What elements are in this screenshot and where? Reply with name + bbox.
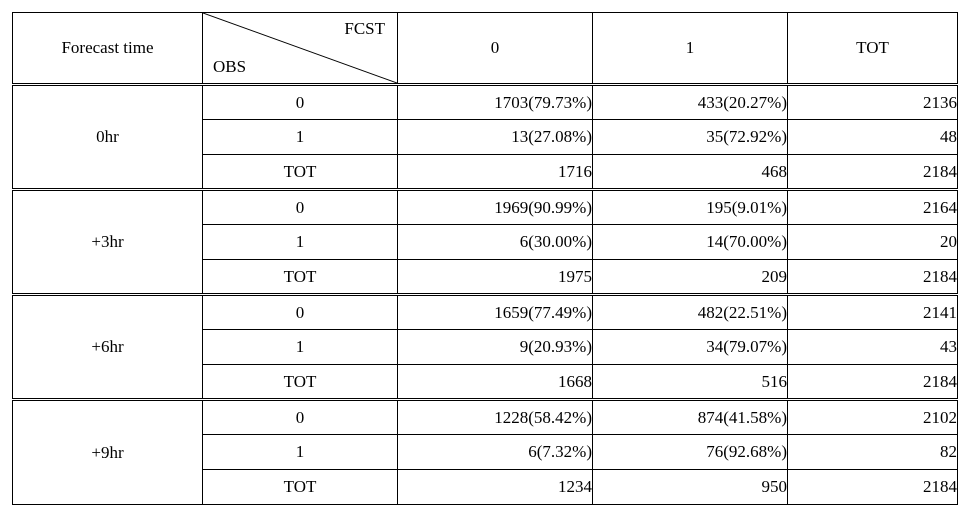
obs-cell: 0 [203,85,398,120]
val-0: 13(27.08%) [398,120,593,155]
val-tot: 2184 [788,365,958,400]
val-tot: 82 [788,435,958,470]
val-1: 516 [593,365,788,400]
val-tot: 2141 [788,295,958,330]
val-0: 1969(90.99%) [398,190,593,225]
obs-cell: 1 [203,120,398,155]
val-1: 468 [593,155,788,190]
val-tot: 48 [788,120,958,155]
table-body: 0hr 0 1703(79.73%) 433(20.27%) 2136 1 13… [13,85,958,505]
val-1: 433(20.27%) [593,85,788,120]
col-obs-fcst: FCST OBS [203,13,398,85]
val-1: 950 [593,470,788,505]
val-0: 1975 [398,260,593,295]
val-0: 6(7.32%) [398,435,593,470]
val-1: 874(41.58%) [593,400,788,435]
val-1: 76(92.68%) [593,435,788,470]
obs-cell: TOT [203,260,398,295]
obs-cell: 0 [203,295,398,330]
table-row: +9hr 0 1228(58.42%) 874(41.58%) 2102 [13,400,958,435]
table-row: +3hr 0 1969(90.99%) 195(9.01%) 2164 [13,190,958,225]
obs-cell: TOT [203,155,398,190]
val-tot: 2184 [788,260,958,295]
obs-cell: 0 [203,190,398,225]
obs-label: OBS [213,57,246,77]
val-tot: 2164 [788,190,958,225]
obs-cell: 1 [203,225,398,260]
obs-cell: 1 [203,435,398,470]
forecast-time-cell: 0hr [13,85,203,190]
val-1: 482(22.51%) [593,295,788,330]
val-1: 34(79.07%) [593,330,788,365]
obs-cell: 0 [203,400,398,435]
val-0: 6(30.00%) [398,225,593,260]
col-forecast-time: Forecast time [13,13,203,85]
forecast-time-cell: +9hr [13,400,203,505]
obs-cell: TOT [203,365,398,400]
fcst-label: FCST [344,19,385,39]
val-0: 1716 [398,155,593,190]
val-0: 1668 [398,365,593,400]
col-tot: TOT [788,13,958,85]
val-tot: 2136 [788,85,958,120]
val-tot: 2184 [788,155,958,190]
val-1: 14(70.00%) [593,225,788,260]
contingency-table: Forecast time FCST OBS 0 1 TOT 0hr 0 170… [12,12,958,505]
val-tot: 2184 [788,470,958,505]
header-row: Forecast time FCST OBS 0 1 TOT [13,13,958,85]
obs-cell: 1 [203,330,398,365]
obs-cell: TOT [203,470,398,505]
val-0: 1228(58.42%) [398,400,593,435]
table-row: 0hr 0 1703(79.73%) 433(20.27%) 2136 [13,85,958,120]
forecast-time-cell: +6hr [13,295,203,400]
val-1: 195(9.01%) [593,190,788,225]
val-tot: 20 [788,225,958,260]
val-1: 209 [593,260,788,295]
val-tot: 2102 [788,400,958,435]
col-0: 0 [398,13,593,85]
val-0: 1234 [398,470,593,505]
val-0: 1659(77.49%) [398,295,593,330]
val-tot: 43 [788,330,958,365]
forecast-time-cell: +3hr [13,190,203,295]
val-0: 9(20.93%) [398,330,593,365]
col-1: 1 [593,13,788,85]
table-row: +6hr 0 1659(77.49%) 482(22.51%) 2141 [13,295,958,330]
val-0: 1703(79.73%) [398,85,593,120]
forecast-time-label: Forecast time [61,38,153,57]
val-1: 35(72.92%) [593,120,788,155]
